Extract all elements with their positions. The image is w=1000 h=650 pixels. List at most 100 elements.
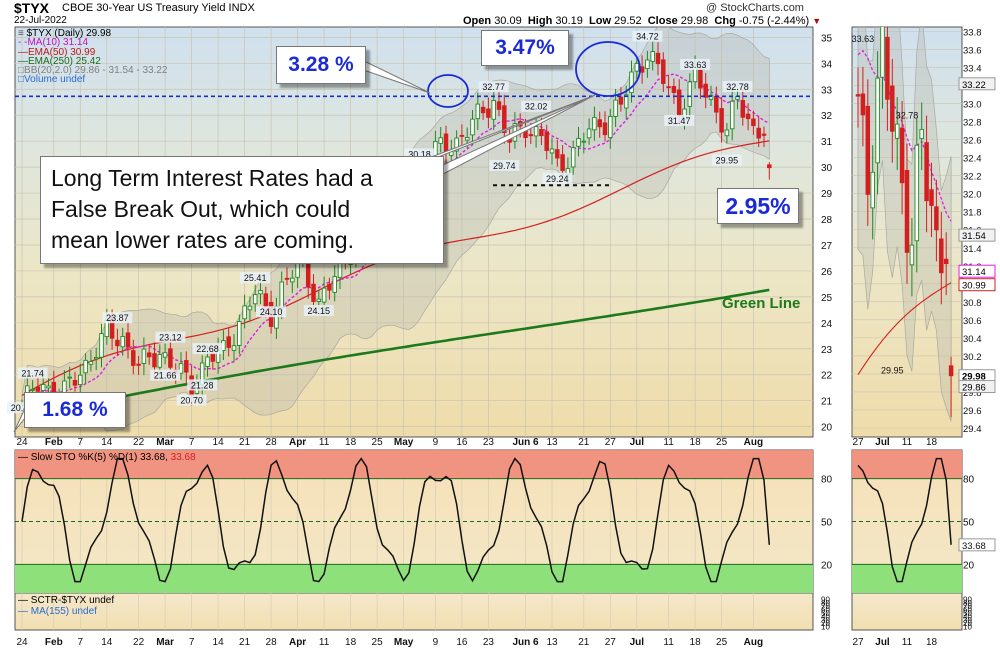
- value-tag: [958, 77, 996, 91]
- y-tick-label: 24: [821, 319, 833, 330]
- x-tick-label: 18: [345, 437, 357, 448]
- zoom-y-tick-label: 33.6: [963, 46, 982, 57]
- candle-body: [570, 147, 576, 168]
- zoom-candle-body: [909, 244, 915, 266]
- zoom-x-tick-label: 11: [902, 437, 913, 448]
- x-tick-label: 28: [266, 437, 278, 448]
- candle-body: [252, 294, 258, 305]
- candle-body: [623, 94, 629, 109]
- price-label-bg: [7, 402, 37, 414]
- x-tick-label-bottom: Feb: [45, 637, 63, 648]
- candle-body: [152, 353, 157, 368]
- candle-body: [560, 154, 565, 171]
- zoom-x-tick-label-bottom: Jul: [875, 637, 890, 648]
- callout-295: 2.95%: [717, 188, 799, 224]
- candle-body: [676, 89, 682, 116]
- sctr-zoom-tick-label: 50: [963, 609, 972, 618]
- ohlc-readout: Open 30.09 High 30.19 Low 29.52 Close 29…: [463, 15, 821, 27]
- y-tick-label: 23: [821, 345, 833, 356]
- x-tick-label: 18: [690, 437, 702, 448]
- x-tick-label: 13: [546, 437, 558, 448]
- zoom-y-tick-label: 29.8: [963, 388, 982, 399]
- candle-body: [708, 94, 714, 100]
- x-tick-label: Feb: [45, 437, 63, 448]
- ma10-line: [21, 73, 770, 407]
- candle-body: [40, 384, 46, 391]
- sctr-ma-label: — MA(155) undef: [18, 606, 97, 617]
- zoom-candle-body: [865, 105, 871, 195]
- x-tick-label-bottom: Jun 6: [512, 637, 539, 648]
- candle-body: [115, 339, 120, 347]
- price-labels: 21.7420.4020.6123.8723.1222.6821.6620.70…: [7, 30, 753, 414]
- candle-body: [613, 99, 618, 117]
- value-tag: [958, 380, 996, 394]
- x-tick-label-bottom: 7: [189, 637, 195, 648]
- price-label-bg: [489, 159, 520, 171]
- zoom-ma10: [857, 49, 952, 222]
- x-tick-label-bottom: 13: [546, 637, 558, 648]
- candle-body: [464, 137, 470, 141]
- price-label-bg: [303, 304, 334, 316]
- y-tick-label: 30: [821, 163, 833, 174]
- zoom-y-tick-label: 32.6: [963, 136, 982, 147]
- x-tick-label: 24: [16, 437, 28, 448]
- zoom-y-tick-label: 33.4: [963, 64, 982, 75]
- candle-body: [751, 118, 756, 127]
- candle-body: [629, 71, 634, 94]
- candle-body: [35, 386, 41, 392]
- x-tick-label-bottom: Apr: [289, 637, 306, 648]
- candle-body: [67, 376, 72, 379]
- overbought-zone: [15, 450, 813, 479]
- price-label: 21.28: [191, 380, 214, 390]
- x-tick-label: 23: [483, 437, 495, 448]
- price-label: 30.18: [408, 149, 431, 159]
- candle-body: [242, 305, 247, 320]
- x-tick-label-bottom: 7: [78, 637, 84, 648]
- x-tick-label-bottom: 18: [345, 637, 357, 648]
- low-label: Low: [589, 15, 612, 27]
- candle-body: [295, 261, 300, 278]
- x-tick-label-bottom: 27: [605, 637, 617, 648]
- price-label: 24.10: [260, 307, 283, 317]
- sctr-tick-label: 80: [821, 599, 830, 608]
- candle-body: [740, 100, 746, 118]
- overbought-zone-zoom: [852, 450, 962, 479]
- price-label-bg: [17, 367, 48, 379]
- candle-body: [602, 122, 608, 136]
- sctr-zoom-tick-label: 20: [963, 619, 972, 628]
- candle-body: [496, 101, 502, 110]
- candle-body: [761, 133, 767, 136]
- x-tick-label-bottom: Jul: [630, 637, 645, 648]
- x-tick-label: 7: [78, 437, 84, 448]
- x-tick-label: 21: [578, 437, 590, 448]
- price-label: 23.12: [159, 333, 182, 343]
- zoom-y-tick-label: 31.8: [963, 208, 982, 219]
- candle-body: [724, 129, 730, 137]
- candle-body: [311, 283, 316, 302]
- x-tick-label-bottom: 25: [716, 637, 728, 648]
- price-label: 29.24: [546, 174, 569, 184]
- zoom-chart: [852, 27, 962, 429]
- candle-body: [263, 293, 269, 307]
- candle-body: [258, 290, 263, 295]
- candle-body: [93, 356, 99, 360]
- zoom-candle-body: [855, 94, 861, 97]
- zoom-y-tick-label: 30.2: [963, 352, 982, 363]
- y-tick-label: 34: [821, 59, 833, 70]
- sctr-tick-label: 90: [821, 595, 830, 604]
- candle-body: [454, 137, 459, 152]
- sto-legend-value: 33.68: [170, 452, 196, 463]
- candle-body: [83, 359, 88, 374]
- zoom-candle-body: [934, 206, 939, 231]
- candle-body: [316, 298, 322, 302]
- zoom-y-tick-label: 29.6: [963, 406, 982, 417]
- candle-body: [586, 128, 592, 139]
- candle-body: [205, 356, 210, 368]
- exchange-code: INDX: [228, 2, 255, 14]
- candle-body: [168, 348, 173, 368]
- candle-body: [210, 353, 216, 362]
- x-tick-label: 9: [433, 437, 439, 448]
- price-label: 25.41: [244, 273, 267, 283]
- candle-body: [30, 388, 35, 391]
- sto-value-tag-text: 33.68: [962, 541, 986, 552]
